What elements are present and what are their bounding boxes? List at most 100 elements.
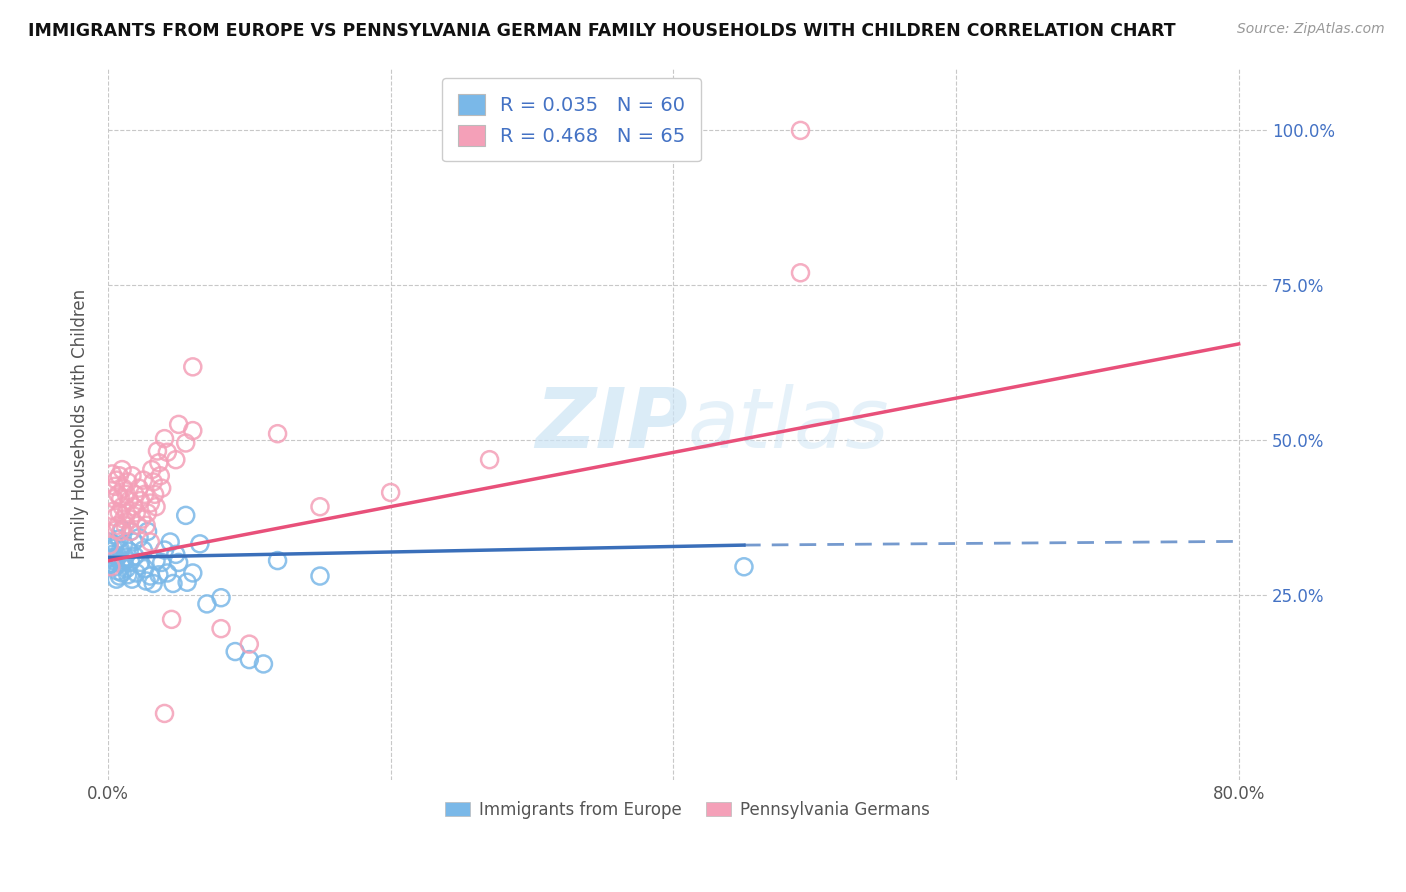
Point (110, 556, 132, 570)
Point (136, 506, 159, 520)
Point (100, 559, 122, 574)
Point (118, 493, 141, 508)
Point (111, 462, 134, 476)
Legend: Immigrants from Europe, Pennsylvania Germans: Immigrants from Europe, Pennsylvania Ger… (439, 794, 936, 825)
Point (148, 567, 170, 582)
Point (132, 543, 155, 558)
Point (181, 566, 204, 580)
Point (104, 479, 127, 493)
Point (112, 556, 135, 570)
Point (150, 556, 173, 570)
Point (733, 559, 755, 574)
Point (156, 445, 179, 459)
Point (134, 487, 156, 501)
Point (108, 532, 131, 546)
Point (117, 475, 139, 489)
Point (112, 512, 135, 526)
Point (209, 591, 232, 605)
Point (142, 576, 165, 591)
Point (105, 523, 128, 537)
Point (104, 559, 127, 574)
Point (121, 468, 143, 483)
Point (112, 537, 135, 551)
Point (124, 549, 146, 564)
Point (148, 456, 170, 470)
Text: Source: ZipAtlas.com: Source: ZipAtlas.com (1237, 22, 1385, 37)
Text: IMMIGRANTS FROM EUROPE VS PENNSYLVANIA GERMAN FAMILY HOUSEHOLDS WITH CHILDREN CO: IMMIGRANTS FROM EUROPE VS PENNSYLVANIA G… (28, 22, 1175, 40)
Point (114, 518, 136, 533)
Point (104, 538, 127, 552)
Point (103, 553, 125, 567)
Point (174, 436, 197, 450)
Point (181, 424, 204, 438)
Point (108, 569, 131, 583)
Y-axis label: Family Households with Children: Family Households with Children (72, 289, 89, 559)
Point (136, 524, 159, 539)
Point (176, 575, 198, 590)
Point (125, 566, 148, 580)
Point (110, 543, 132, 558)
Point (105, 572, 128, 586)
Point (107, 518, 129, 533)
Point (174, 508, 197, 523)
Point (107, 487, 129, 501)
Point (110, 491, 132, 506)
Point (266, 553, 288, 567)
Point (115, 487, 138, 501)
Point (145, 500, 167, 514)
Point (150, 481, 173, 495)
Point (129, 556, 152, 570)
Point (146, 444, 169, 458)
Point (120, 555, 142, 569)
Point (131, 512, 153, 526)
Point (266, 426, 288, 441)
Point (165, 452, 187, 467)
Point (224, 644, 246, 658)
Point (101, 467, 124, 481)
Point (111, 566, 134, 580)
Point (107, 549, 129, 564)
Point (188, 537, 211, 551)
Point (135, 574, 157, 588)
Point (104, 510, 127, 524)
Point (98, 535, 121, 549)
Point (156, 566, 179, 580)
Point (181, 359, 204, 374)
Point (149, 468, 172, 483)
Point (309, 500, 332, 514)
Point (125, 506, 148, 520)
Point (167, 556, 190, 570)
Point (145, 553, 167, 567)
Point (238, 637, 260, 651)
Point (132, 473, 155, 487)
Point (103, 504, 125, 518)
Point (153, 706, 176, 721)
Point (143, 487, 166, 501)
Point (100, 544, 122, 558)
Point (153, 432, 176, 446)
Text: atlas: atlas (688, 384, 889, 465)
Point (165, 548, 187, 562)
Point (111, 523, 134, 537)
Point (105, 473, 128, 487)
Point (101, 557, 124, 571)
Point (139, 569, 162, 583)
Point (162, 576, 184, 591)
Point (167, 417, 190, 432)
Point (115, 561, 138, 575)
Point (121, 572, 143, 586)
Point (159, 535, 181, 549)
Point (309, 569, 332, 583)
Point (108, 506, 131, 520)
Point (120, 524, 142, 539)
Point (380, 485, 402, 500)
Point (142, 475, 165, 489)
Point (103, 541, 125, 556)
Point (105, 551, 128, 566)
Point (120, 524, 142, 539)
Point (128, 531, 150, 545)
Point (98, 538, 121, 552)
Point (789, 266, 811, 280)
Point (139, 496, 162, 510)
Point (110, 524, 132, 539)
